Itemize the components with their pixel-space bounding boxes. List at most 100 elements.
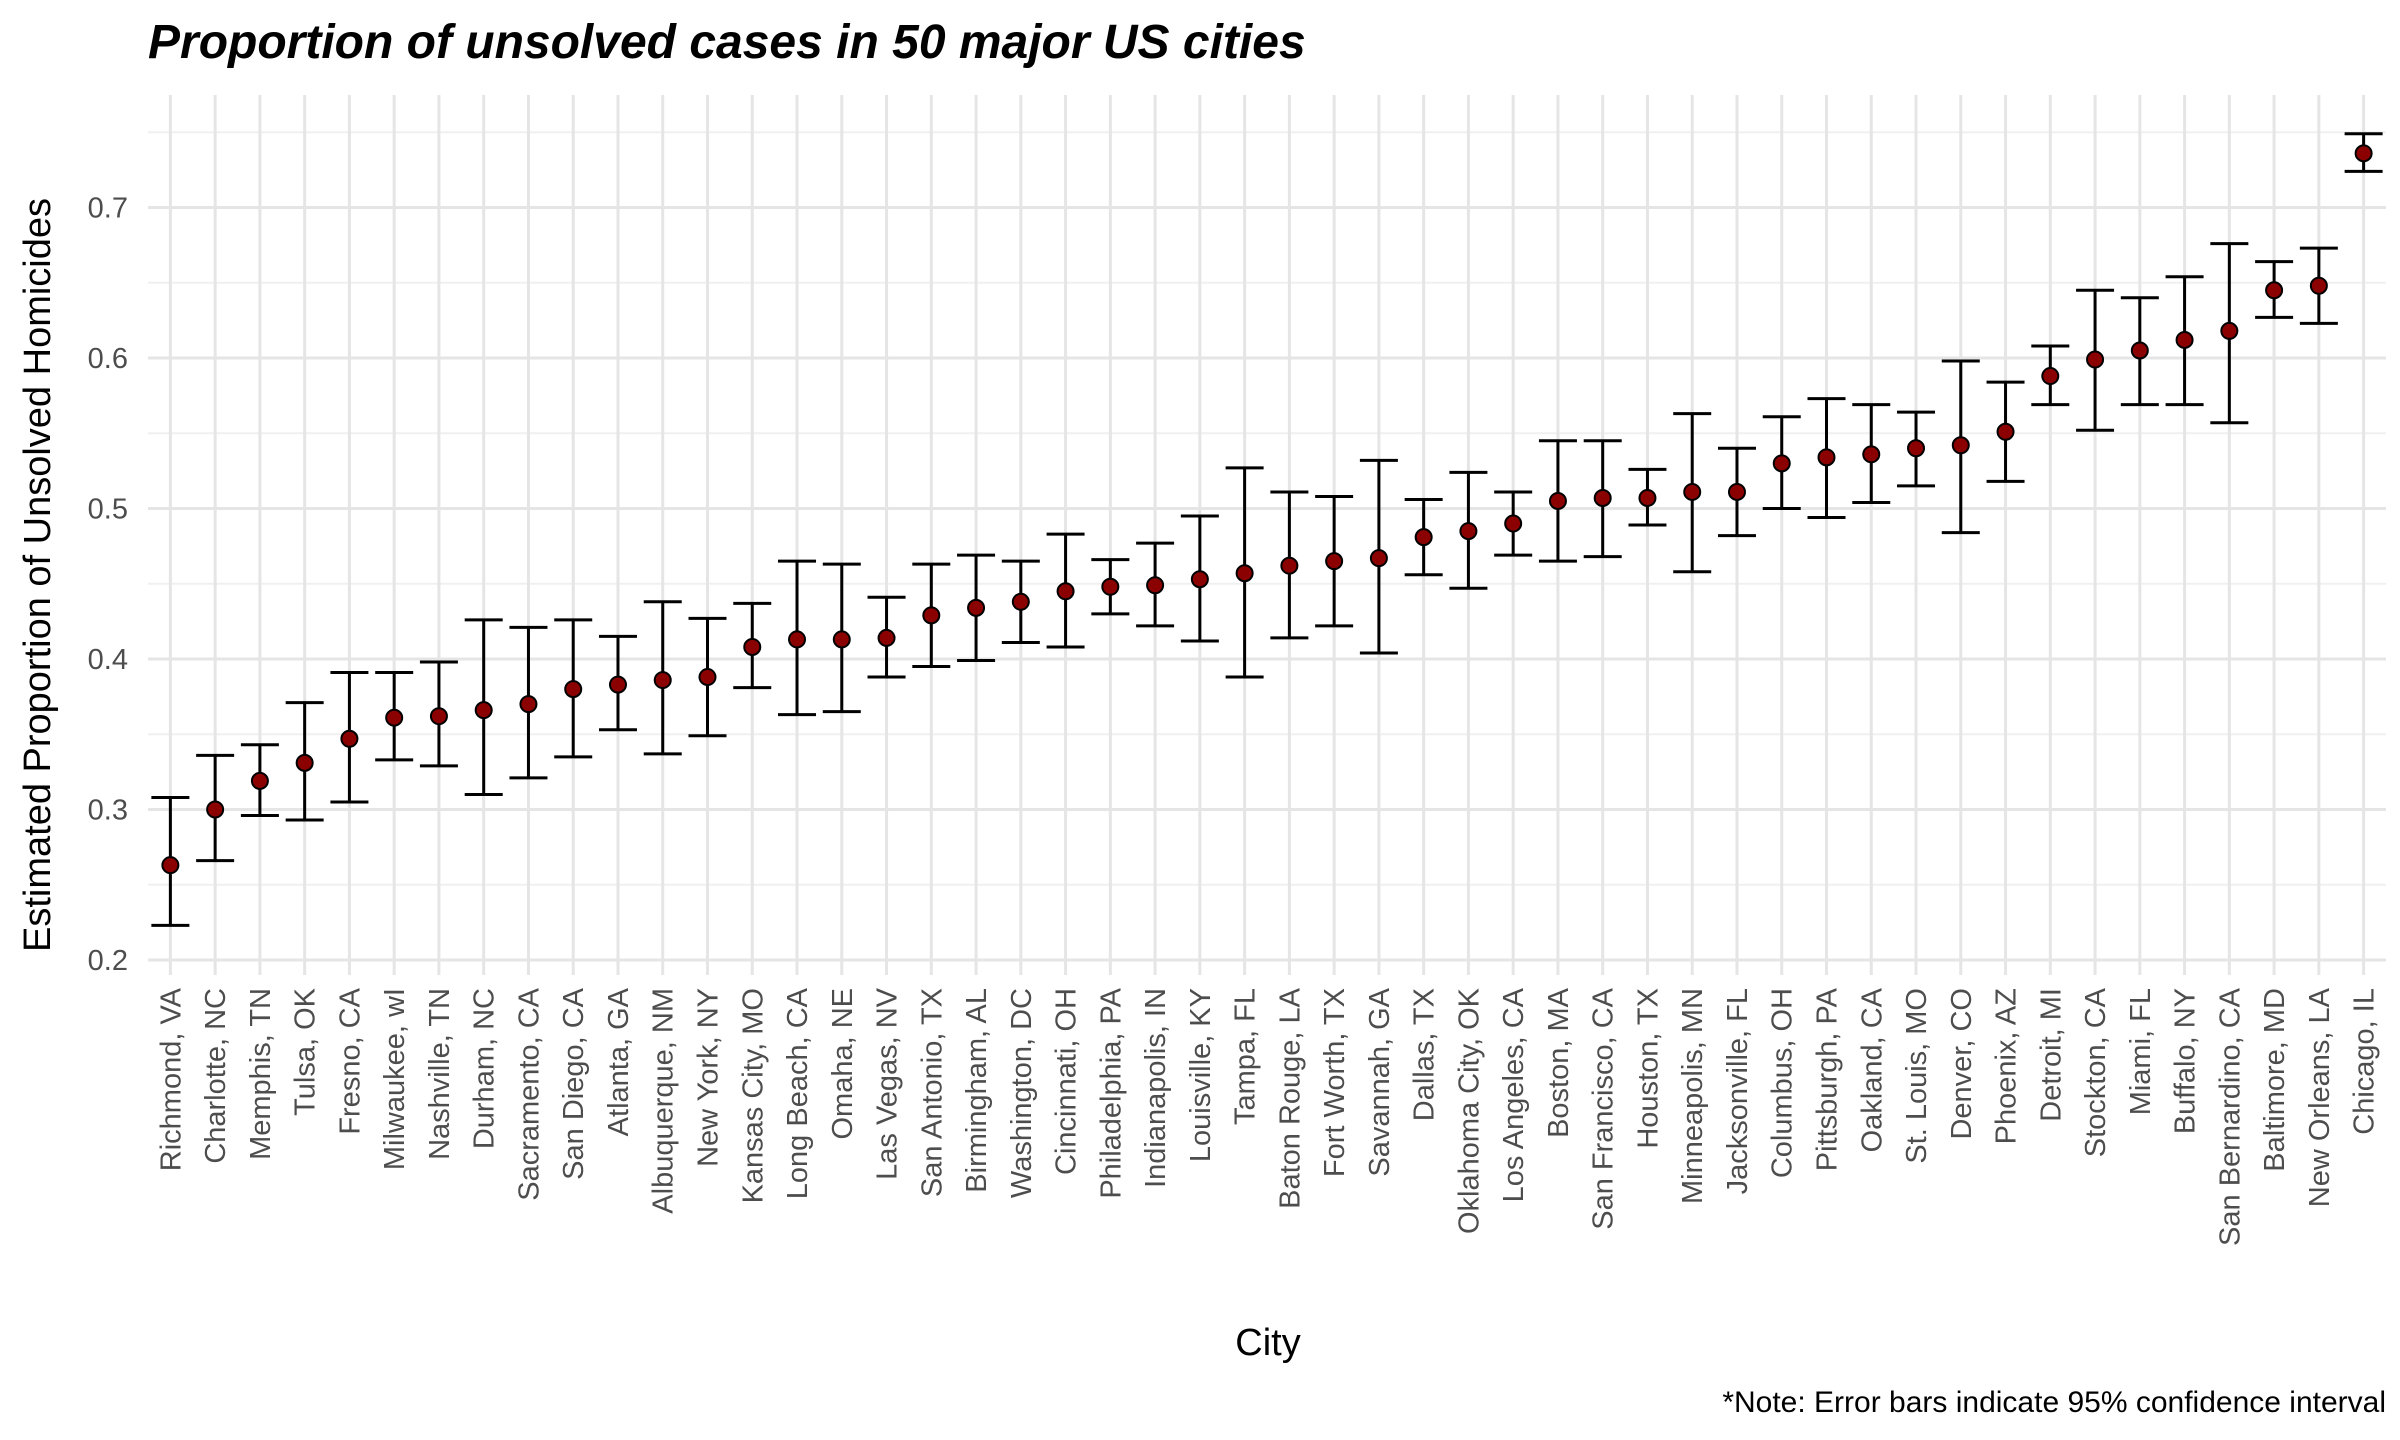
data-point	[2130, 341, 2149, 360]
x-tick-label: Omaha, NE	[827, 988, 859, 1140]
data-point	[1235, 564, 1254, 583]
data-point	[2086, 350, 2105, 369]
x-tick-label: Kansas City, MO	[737, 988, 769, 1203]
x-tick-label: Albuquerque, NM	[648, 988, 680, 1214]
x-tick-label: Charlotte, NC	[200, 988, 232, 1164]
x-tick-label: Oakland, CA	[1856, 987, 1888, 1152]
data-point	[967, 598, 986, 617]
x-tick-label: Fort Worth, TX	[1319, 988, 1351, 1177]
data-point	[1593, 488, 1612, 507]
grid-layer	[148, 95, 2386, 975]
y-tick-label: 0.4	[88, 644, 128, 676]
data-point	[1996, 422, 2015, 441]
data-point	[385, 708, 404, 727]
errorbar-layer	[151, 132, 2383, 927]
data-point	[161, 856, 180, 875]
data-point	[564, 680, 583, 699]
x-tick-label: Durham, NC	[469, 988, 501, 1149]
x-tick-label: Denver, CO	[1946, 988, 1978, 1140]
x-tick-label: Memphis, TN	[245, 988, 277, 1160]
data-point	[1951, 436, 1970, 455]
data-point	[922, 606, 941, 625]
data-point	[608, 675, 627, 694]
x-tick-label: Phoenix, AZ	[1991, 988, 2023, 1144]
x-tick-label: San Diego, CA	[558, 987, 590, 1179]
data-point	[1146, 576, 1165, 595]
x-tick-labels: Richmond, VA Charlotte, NC Memphis, TN Tuls…	[155, 987, 2380, 1246]
data-point	[1369, 549, 1388, 568]
x-tick-label: Richmond, VA	[155, 987, 187, 1171]
x-tick-label: St. Louis, MO	[1901, 988, 1933, 1164]
x-tick-label: Minneapolis, MN	[1677, 988, 1709, 1204]
x-tick-label: Louisville, KY	[1185, 988, 1217, 1162]
x-tick-label: Atlanta, GA	[603, 987, 635, 1136]
x-tick-label: New Orleans, LA	[2304, 987, 2336, 1207]
x-tick-label: Savannah, GA	[1364, 987, 1396, 1176]
data-point	[1056, 582, 1075, 601]
data-point	[2175, 330, 2194, 349]
data-point	[1280, 556, 1299, 575]
x-tick-label: Los Angeles, CA	[1498, 987, 1530, 1202]
x-tick-label: Buffalo, NY	[2170, 988, 2202, 1134]
data-point	[1459, 522, 1478, 541]
chart-title: Proportion of unsolved cases in 50 major…	[148, 16, 1306, 69]
data-point	[2309, 276, 2328, 295]
x-tick-label: San Antonio, TX	[916, 988, 948, 1197]
x-tick-label: Fresno, CA	[334, 987, 366, 1134]
data-point	[832, 630, 851, 649]
data-point	[2220, 321, 2239, 340]
data-point	[877, 628, 896, 647]
data-point	[206, 800, 225, 819]
data-point	[653, 671, 672, 690]
data-point	[1414, 528, 1433, 547]
x-axis-title: City	[1235, 1322, 1300, 1364]
data-point	[429, 707, 448, 726]
y-tick-label: 0.6	[88, 343, 128, 375]
data-point	[295, 753, 314, 772]
x-tick-label: Oklahoma City, OK	[1453, 987, 1485, 1234]
y-tick-labels: 0.2 0.3 0.4 0.5 0.6 0.7	[88, 193, 128, 978]
x-tick-label: Miami, FL	[2125, 988, 2157, 1115]
x-tick-label: Dallas, TX	[1409, 988, 1441, 1121]
x-tick-label: New York, NY	[693, 988, 725, 1167]
data-point	[698, 668, 717, 687]
x-tick-label: Las Vegas, NV	[872, 987, 904, 1179]
data-point	[1548, 491, 1567, 510]
data-point	[1817, 448, 1836, 467]
x-tick-label: Washington, DC	[1006, 988, 1038, 1198]
data-point	[1907, 439, 1926, 458]
x-tick-label: Stockton, CA	[2080, 987, 2112, 1157]
x-tick-label: Sacramento, CA	[513, 987, 545, 1200]
x-tick-label: Houston, TX	[1632, 988, 1664, 1149]
x-tick-label: Baltimore, MD	[2259, 988, 2291, 1172]
y-tick-label: 0.5	[88, 494, 128, 526]
data-point	[2354, 144, 2373, 163]
x-tick-label: San Francisco, CA	[1588, 987, 1620, 1229]
data-point	[2041, 367, 2060, 386]
data-point	[1190, 570, 1209, 589]
x-tick-label: Chicago, IL	[2349, 988, 2381, 1135]
data-point	[1683, 482, 1702, 501]
y-tick-label: 0.3	[88, 795, 128, 827]
chart-caption: *Note: Error bars indicate 95% confidenc…	[1722, 1386, 2386, 1419]
data-point	[743, 637, 762, 656]
x-tick-label: Tampa, FL	[1230, 988, 1262, 1125]
data-point	[1862, 445, 1881, 464]
data-point	[474, 701, 493, 720]
x-tick-label: Long Beach, CA	[782, 987, 814, 1199]
data-point	[340, 729, 359, 748]
x-tick-label: Pittsburgh, PA	[1812, 987, 1844, 1171]
data-point	[519, 695, 538, 714]
x-tick-label: Cincinnati, OH	[1051, 988, 1083, 1175]
data-point	[1638, 488, 1657, 507]
data-point	[1011, 592, 1030, 611]
x-tick-label: Baton Rouge, LA	[1274, 987, 1306, 1209]
x-tick-label: Milwaukee, wI	[379, 988, 411, 1170]
x-tick-label: Nashville, TN	[424, 988, 456, 1160]
data-point	[1101, 577, 1120, 596]
x-tick-label: Indianapolis, IN	[1140, 988, 1172, 1188]
x-tick-label: Jacksonville, FL	[1722, 988, 1754, 1194]
x-tick-label: Columbus, OH	[1767, 988, 1799, 1178]
x-tick-label: Birmingham, AL	[961, 988, 993, 1193]
